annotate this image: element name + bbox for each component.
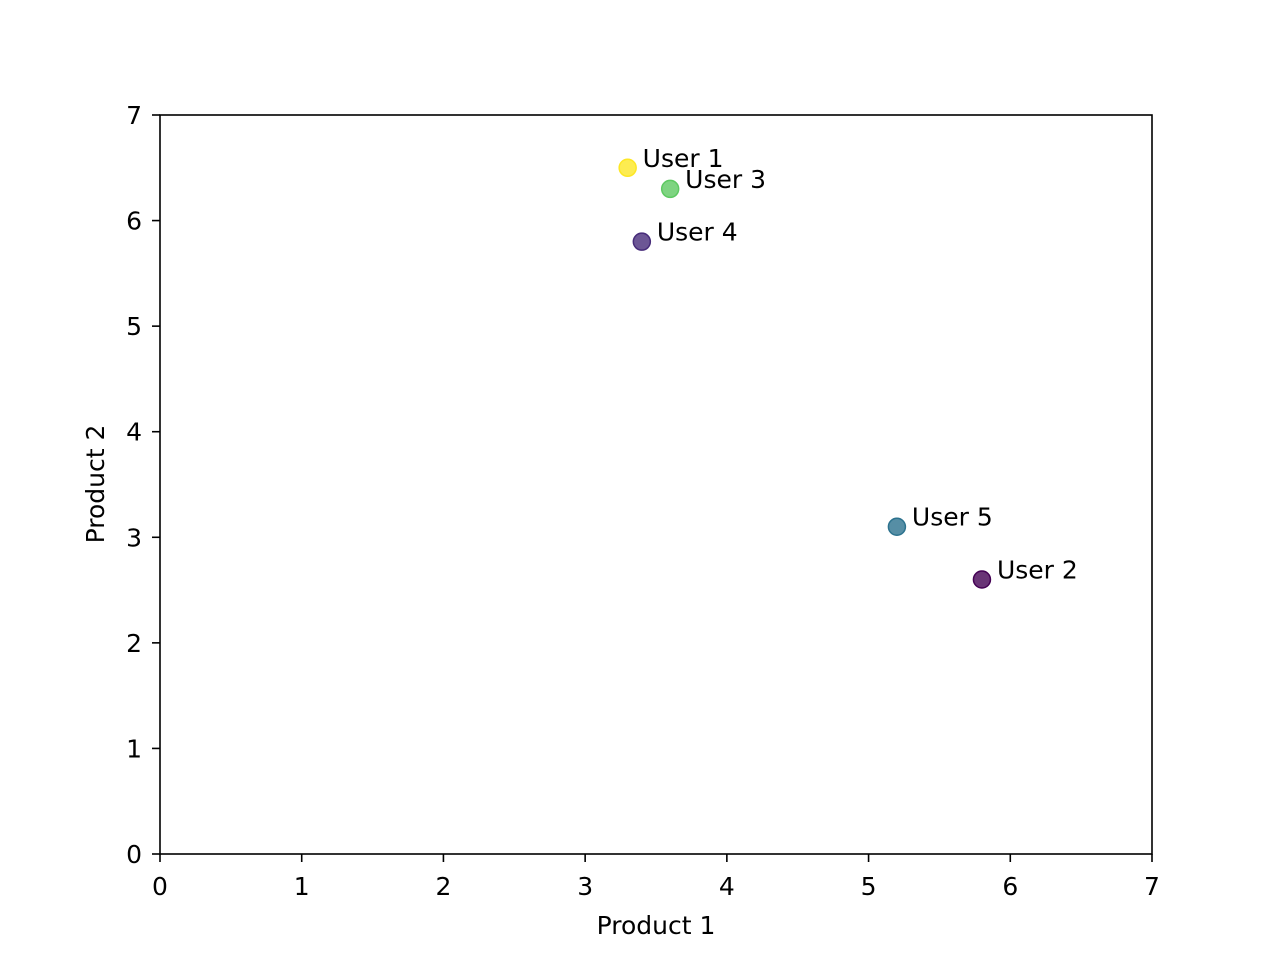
data-point [660, 179, 680, 199]
y-tick-label: 5 [126, 312, 142, 341]
x-tick-label: 4 [719, 872, 735, 901]
y-tick-label: 7 [126, 101, 142, 130]
plot-frame [159, 114, 1153, 855]
point-label: User 5 [912, 503, 993, 532]
x-tick-label: 6 [1002, 872, 1018, 901]
point-label: User 3 [685, 165, 766, 194]
point-label: User 4 [657, 218, 738, 247]
data-point [972, 570, 992, 589]
data-points [618, 158, 992, 589]
y-tick-label: 4 [126, 418, 142, 447]
x-tick-label: 0 [152, 872, 168, 901]
x-tick-label: 2 [435, 872, 451, 901]
y-tick-label: 0 [126, 840, 142, 869]
x-tick-label: 1 [294, 872, 310, 901]
data-point [887, 517, 907, 536]
y-tick-label: 1 [126, 734, 142, 763]
y-tick-label: 6 [126, 207, 142, 236]
y-tick-label: 2 [126, 629, 142, 658]
y-axis-label: Product 2 [81, 425, 110, 544]
plot-area [159, 114, 1153, 855]
x-tick-label: 5 [861, 872, 877, 901]
x-tick-label: 7 [1144, 872, 1160, 901]
data-point [632, 232, 652, 251]
x-axis-label: Product 1 [597, 911, 716, 940]
x-tick-label: 3 [577, 872, 593, 901]
data-point [618, 158, 637, 178]
y-tick-label: 3 [126, 523, 142, 552]
point-label: User 1 [643, 144, 724, 173]
x-axis-ticks: 0 1 2 3 4 5 6 7 [152, 854, 1160, 901]
y-axis-ticks: 0 1 2 3 4 5 6 7 [126, 101, 160, 869]
point-labels: User 1 User 2 User 3 User 4 User 5 [643, 144, 1078, 585]
point-label: User 2 [997, 556, 1078, 585]
